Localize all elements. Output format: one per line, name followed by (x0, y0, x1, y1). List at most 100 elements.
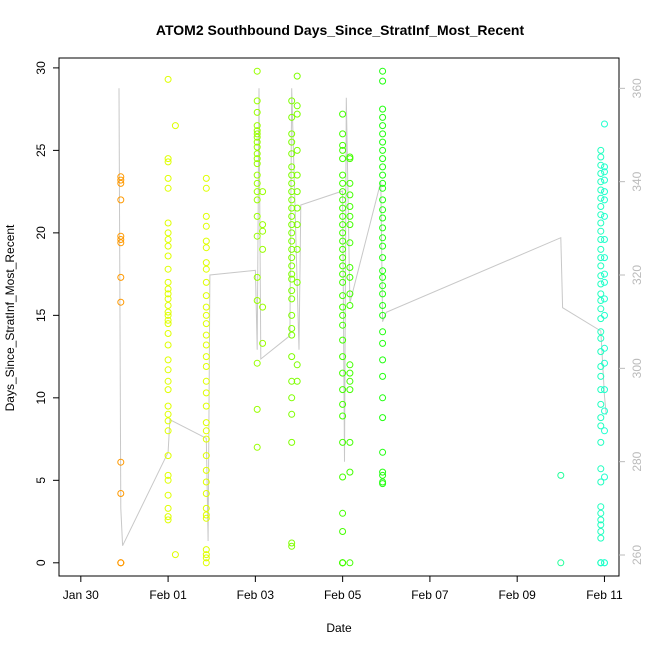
y2-tick-label: 280 (630, 451, 644, 471)
data-point (288, 542, 296, 550)
data-point (346, 203, 354, 210)
data-point (288, 353, 296, 361)
data-point (597, 146, 605, 154)
y-tick-label: 25 (34, 143, 48, 157)
data-point (253, 143, 261, 151)
data-point (601, 295, 608, 303)
x-tick-label: Feb 03 (237, 588, 275, 602)
data-point (379, 122, 387, 130)
data-point (601, 473, 608, 481)
data-point (339, 528, 347, 535)
data-point (379, 267, 387, 275)
data-point (164, 308, 172, 316)
y2-tick-label: 260 (630, 545, 644, 565)
data-point (601, 120, 608, 128)
data-point (117, 273, 125, 281)
data-point (379, 138, 387, 146)
data-point (339, 262, 347, 270)
data-point (597, 262, 605, 270)
data-point (164, 219, 172, 227)
data-point (253, 273, 261, 281)
data-point (288, 311, 296, 319)
data-point (557, 559, 565, 567)
data-point (202, 353, 210, 361)
data-point (597, 170, 605, 177)
data-point (346, 239, 354, 247)
data-point (164, 427, 172, 435)
data-point (597, 414, 605, 422)
data-point (346, 212, 354, 220)
data-point (164, 302, 172, 309)
data-point (164, 330, 172, 337)
scatter-points (117, 67, 608, 567)
data-point (339, 336, 347, 344)
y2-tick-label: 300 (630, 358, 644, 378)
data-point (339, 509, 347, 517)
data-point (597, 478, 605, 486)
data-point (339, 141, 347, 149)
data-point (293, 102, 301, 110)
data-point (164, 285, 172, 293)
data-point (259, 339, 267, 347)
data-point (164, 476, 172, 484)
data-point (293, 377, 301, 385)
data-point (202, 559, 210, 567)
data-point (293, 361, 301, 369)
data-point (379, 113, 387, 121)
data-point (346, 377, 354, 385)
data-point (597, 372, 605, 380)
data-point (601, 311, 608, 319)
data-point (164, 278, 172, 286)
data-point (339, 254, 347, 262)
data-point (164, 471, 172, 479)
data-point (164, 265, 172, 273)
data-point (288, 287, 296, 295)
data-point (339, 212, 347, 220)
data-point (259, 303, 267, 311)
data-point (288, 163, 296, 171)
y-tick-label: 15 (34, 308, 48, 322)
data-point (202, 478, 210, 486)
data-point (164, 356, 172, 364)
data-point (379, 242, 387, 250)
data-point (346, 438, 354, 446)
data-point (597, 422, 605, 430)
data-point (117, 490, 125, 497)
data-point (202, 331, 210, 339)
data-point (346, 369, 354, 377)
data-point (202, 222, 210, 230)
data-point (597, 328, 605, 336)
data-point (601, 188, 608, 196)
data-point (339, 386, 347, 394)
data-point (164, 513, 172, 521)
data-point (379, 471, 387, 479)
data-point (253, 171, 261, 179)
data-point (288, 410, 296, 418)
data-point (164, 316, 172, 324)
data-point (164, 155, 172, 163)
data-point (597, 245, 605, 253)
data-point (288, 275, 296, 283)
data-point (288, 212, 296, 220)
data-point (288, 262, 296, 270)
data-point (253, 212, 261, 220)
data-point (601, 278, 608, 286)
data-point (597, 528, 605, 535)
data-point (293, 110, 301, 118)
data-point (117, 559, 125, 567)
data-point (202, 303, 210, 311)
data-point (293, 72, 301, 80)
data-point (379, 224, 387, 232)
data-point (253, 155, 261, 163)
data-point (202, 419, 210, 427)
data-point (346, 221, 354, 229)
data-point (597, 516, 605, 524)
data-point (202, 551, 210, 559)
data-point (164, 402, 172, 410)
data-point (339, 311, 347, 319)
data-point (601, 427, 608, 435)
data-point (288, 113, 296, 121)
data-point (288, 237, 296, 245)
secondary-line-path (118, 88, 607, 546)
data-point (379, 478, 387, 486)
